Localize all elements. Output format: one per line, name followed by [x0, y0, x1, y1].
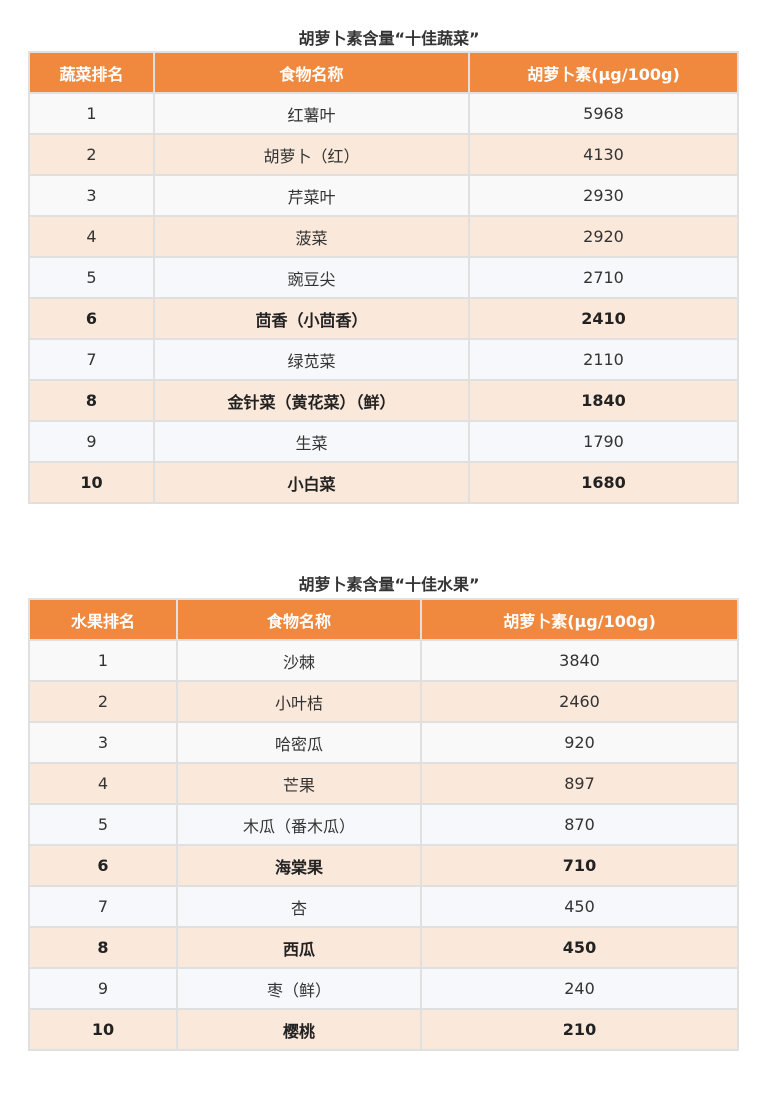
cell-name: 芒果 [176, 762, 422, 805]
fruits-table: 水果排名 食物名称 胡萝卜素(μg/100g) 1 沙棘 3840 2 小叶桔 2460 3… [28, 598, 739, 1051]
table-row: 8 金针菜（黄花菜）（鲜） 1840 [28, 379, 739, 422]
cell-name: 枣（鲜） [176, 967, 422, 1010]
cell-rank: 5 [28, 803, 178, 846]
header-value: 胡萝卜素(μg/100g) [468, 51, 739, 94]
table-row: 9 生菜 1790 [28, 420, 739, 463]
cell-rank: 10 [28, 1008, 178, 1051]
cell-rank: 2 [28, 680, 178, 723]
cell-name: 豌豆尖 [153, 256, 470, 299]
cell-value: 3840 [420, 639, 739, 682]
table-row: 2 胡萝卜（红） 4130 [28, 133, 739, 176]
cell-value: 2920 [468, 215, 739, 258]
cell-value: 897 [420, 762, 739, 805]
cell-value: 710 [420, 844, 739, 887]
cell-name: 绿苋菜 [153, 338, 470, 381]
cell-name: 金针菜（黄花菜）（鲜） [153, 379, 470, 422]
cell-name: 沙棘 [176, 639, 422, 682]
cell-name: 芹菜叶 [153, 174, 470, 217]
header-row: 水果排名 食物名称 胡萝卜素(μg/100g) [28, 598, 739, 641]
cell-name: 西瓜 [176, 926, 422, 969]
cell-name: 海棠果 [176, 844, 422, 887]
table-row: 9 枣（鲜） 240 [28, 967, 739, 1010]
cell-value: 1680 [468, 461, 739, 504]
header-name: 食物名称 [176, 598, 422, 641]
vegetables-title: 胡萝卜素含量“十佳蔬菜” [298, 29, 480, 48]
cell-name: 小叶桔 [176, 680, 422, 723]
cell-name: 胡萝卜（红） [153, 133, 470, 176]
cell-rank: 5 [28, 256, 155, 299]
cell-name: 木瓜（番木瓜） [176, 803, 422, 846]
cell-name: 杏 [176, 885, 422, 928]
cell-rank: 4 [28, 762, 178, 805]
cell-rank: 9 [28, 420, 155, 463]
cell-name: 小白菜 [153, 461, 470, 504]
table-row: 6 海棠果 710 [28, 844, 739, 887]
cell-value: 4130 [468, 133, 739, 176]
table-row: 4 菠菜 2920 [28, 215, 739, 258]
table-row: 10 樱桃 210 [28, 1008, 739, 1051]
cell-name: 生菜 [153, 420, 470, 463]
cell-value: 450 [420, 885, 739, 928]
cell-rank: 7 [28, 885, 178, 928]
table-row: 7 绿苋菜 2110 [28, 338, 739, 381]
cell-rank: 4 [28, 215, 155, 258]
header-value: 胡萝卜素(μg/100g) [420, 598, 739, 641]
cell-rank: 1 [28, 639, 178, 682]
table-row: 1 沙棘 3840 [28, 639, 739, 682]
cell-name: 菠菜 [153, 215, 470, 258]
cell-value: 2110 [468, 338, 739, 381]
table-row: 10 小白菜 1680 [28, 461, 739, 504]
cell-name: 樱桃 [176, 1008, 422, 1051]
cell-value: 2460 [420, 680, 739, 723]
table-row: 1 红薯叶 5968 [28, 92, 739, 135]
cell-rank: 6 [28, 297, 155, 340]
table-row: 7 杏 450 [28, 885, 739, 928]
cell-name: 哈密瓜 [176, 721, 422, 764]
cell-value: 210 [420, 1008, 739, 1051]
table-row: 4 芒果 897 [28, 762, 739, 805]
cell-rank: 3 [28, 721, 178, 764]
vegetables-table: 蔬菜排名 食物名称 胡萝卜素(μg/100g) 1 红薯叶 5968 2 胡萝卜（红） 4… [28, 51, 739, 504]
header-row: 蔬菜排名 食物名称 胡萝卜素(μg/100g) [28, 51, 739, 94]
cell-value: 5968 [468, 92, 739, 135]
cell-value: 1790 [468, 420, 739, 463]
table-row: 2 小叶桔 2460 [28, 680, 739, 723]
cell-rank: 7 [28, 338, 155, 381]
cell-value: 920 [420, 721, 739, 764]
cell-rank: 6 [28, 844, 178, 887]
cell-value: 1840 [468, 379, 739, 422]
table-row: 3 芹菜叶 2930 [28, 174, 739, 217]
cell-rank: 9 [28, 967, 178, 1010]
cell-value: 2410 [468, 297, 739, 340]
cell-value: 240 [420, 967, 739, 1010]
table-row: 3 哈密瓜 920 [28, 721, 739, 764]
header-name: 食物名称 [153, 51, 470, 94]
cell-rank: 8 [28, 379, 155, 422]
header-rank: 蔬菜排名 [28, 51, 155, 94]
table-row: 6 茴香（小茴香） 2410 [28, 297, 739, 340]
table-row: 8 西瓜 450 [28, 926, 739, 969]
cell-value: 870 [420, 803, 739, 846]
cell-rank: 1 [28, 92, 155, 135]
cell-rank: 10 [28, 461, 155, 504]
cell-name: 红薯叶 [153, 92, 470, 135]
cell-rank: 2 [28, 133, 155, 176]
cell-value: 2710 [468, 256, 739, 299]
cell-value: 2930 [468, 174, 739, 217]
cell-value: 450 [420, 926, 739, 969]
cell-rank: 8 [28, 926, 178, 969]
table-row: 5 豌豆尖 2710 [28, 256, 739, 299]
table-row: 5 木瓜（番木瓜） 870 [28, 803, 739, 846]
fruits-title: 胡萝卜素含量“十佳水果” [298, 575, 480, 594]
cell-name: 茴香（小茴香） [153, 297, 470, 340]
cell-rank: 3 [28, 174, 155, 217]
header-rank: 水果排名 [28, 598, 178, 641]
